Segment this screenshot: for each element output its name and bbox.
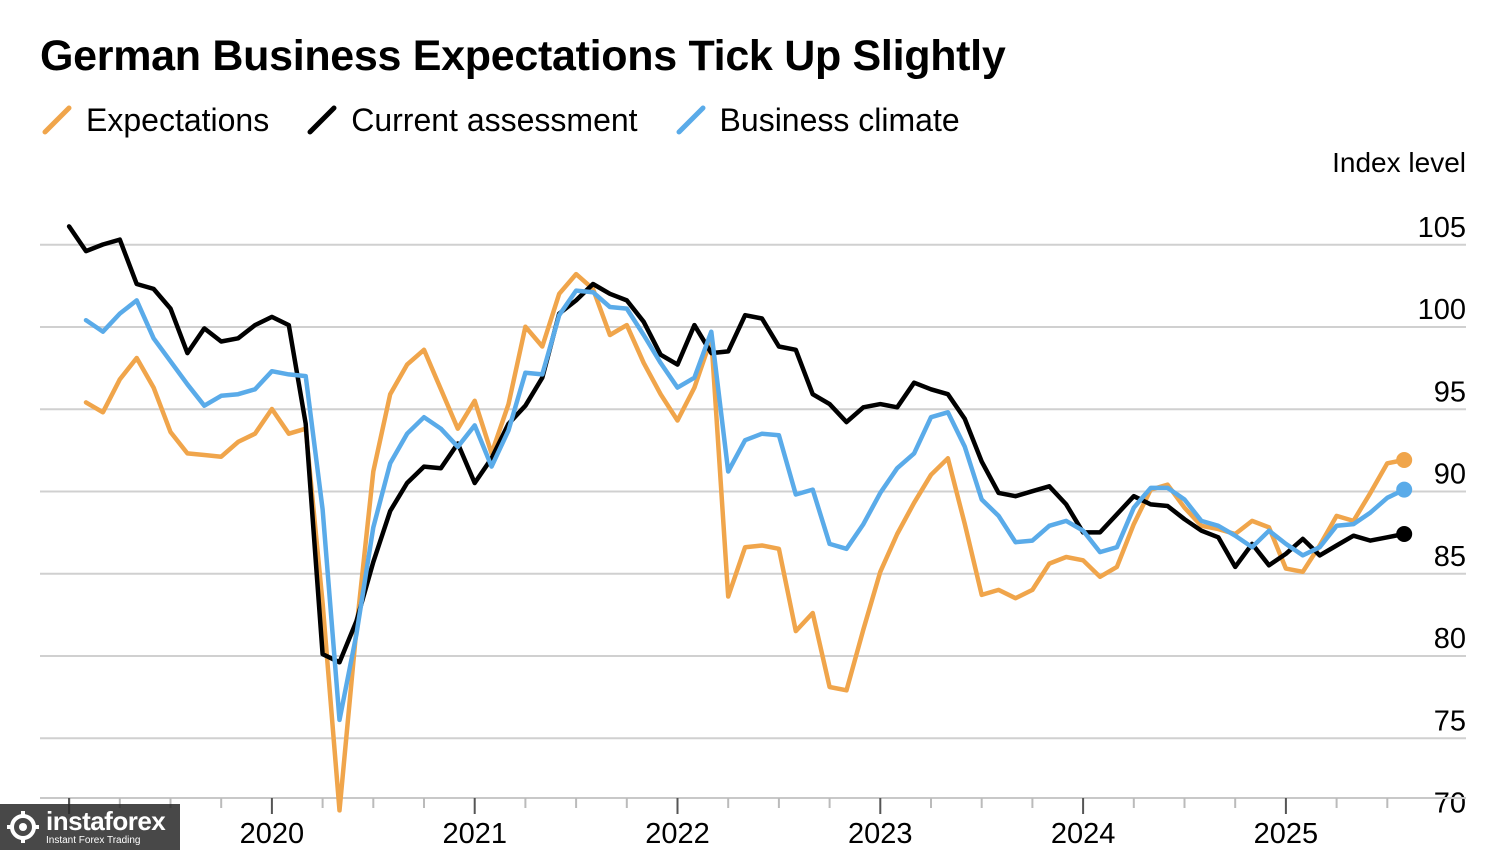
watermark-brand: instaforex xyxy=(46,806,166,836)
x-axis: 2020 2021 2022 2023 2024 2025 xyxy=(40,797,1466,850)
legend-label-expectations: Expectations xyxy=(86,101,270,138)
legend-label-business-climate: Business climate xyxy=(719,101,960,138)
instaforex-logo-icon xyxy=(7,811,39,843)
y-tick-label-100: 100 xyxy=(1418,294,1466,326)
x-tick-label-2020: 2020 xyxy=(240,818,305,850)
x-tick-label-2022: 2022 xyxy=(645,818,710,850)
legend-label-current-assessment: Current assessment xyxy=(351,101,638,138)
y-tick-label-95: 95 xyxy=(1434,376,1466,408)
legend: Expectations Current assessment Business… xyxy=(40,100,996,140)
legend-swatch-expectations xyxy=(42,105,72,135)
y-tick-label-90: 90 xyxy=(1434,459,1466,491)
gridlines xyxy=(40,243,1466,740)
series-end-marker-business-climate xyxy=(1396,481,1413,498)
x-tick-label-2023: 2023 xyxy=(848,818,913,850)
series-line-expectations xyxy=(83,271,1407,813)
y-tick-label-75: 75 xyxy=(1434,705,1466,737)
y-tick-label-80: 80 xyxy=(1434,623,1466,655)
series-line-business-climate xyxy=(83,288,1407,723)
series-lines xyxy=(66,224,1413,813)
watermark-tagline: Instant Forex Trading xyxy=(46,835,141,846)
legend-swatch-business-climate xyxy=(676,105,706,135)
chart-title: German Business Expectations Tick Up Sli… xyxy=(40,32,1006,80)
legend-item-business-climate: Business climate xyxy=(674,102,960,139)
y-tick-label-85: 85 xyxy=(1434,541,1466,573)
series-end-marker-expectations xyxy=(1396,451,1413,468)
y-tick-label-70: 70 xyxy=(1434,788,1466,820)
x-tick-label-2025: 2025 xyxy=(1254,818,1319,850)
watermark-logo: instaforex Instant Forex Trading xyxy=(0,804,180,850)
x-tick-label-2021: 2021 xyxy=(442,818,507,850)
x-tick-label-2024: 2024 xyxy=(1051,818,1116,850)
legend-item-expectations: Expectations xyxy=(40,102,269,139)
legend-item-current-assessment: Current assessment xyxy=(305,101,638,139)
y-axis-label: Index level xyxy=(1332,147,1466,178)
y-tick-label-105: 105 xyxy=(1418,212,1466,244)
series-line-current-assessment xyxy=(66,224,1407,665)
series-end-marker-current-assessment xyxy=(1396,526,1413,543)
y-axis-tick-labels: 105 100 95 90 85 80 75 70 xyxy=(1418,212,1466,820)
legend-swatch-current-assessment xyxy=(307,105,337,135)
